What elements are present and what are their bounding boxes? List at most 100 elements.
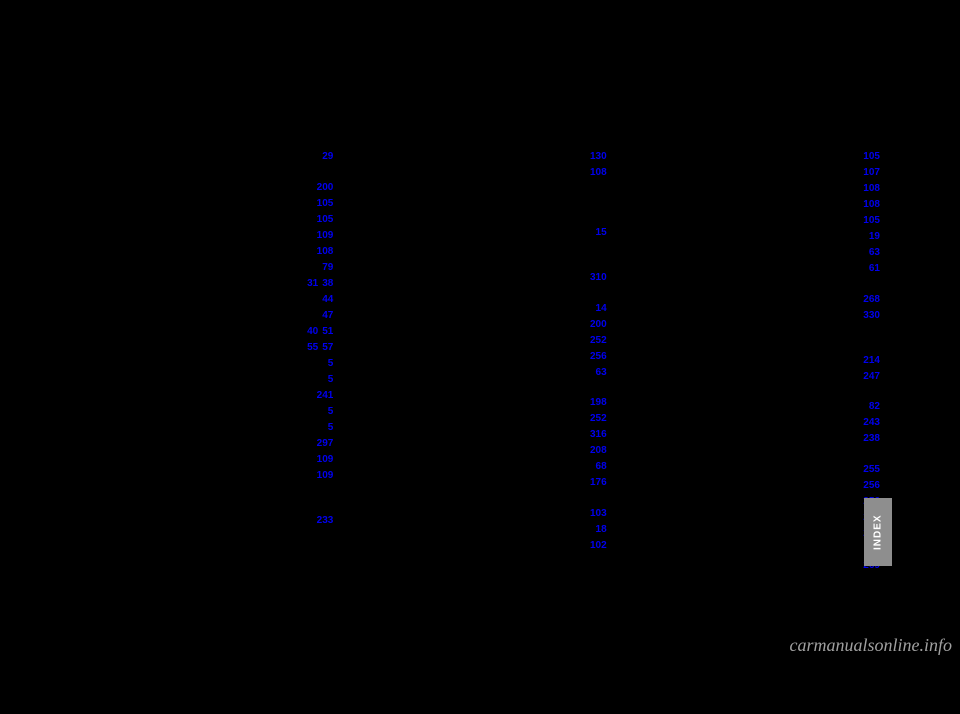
index-entry-pages: 198 [590,396,607,410]
page-link[interactable]: 15 [596,227,607,238]
page-link[interactable]: 105 [317,214,334,225]
index-entry: 208 [353,444,606,458]
index-entry: 14 [353,302,606,316]
index-entry: 55 57 [80,341,333,355]
page-link[interactable]: 63 [869,247,880,258]
page-link[interactable]: 198 [590,397,607,408]
page-link[interactable]: 19 [869,231,880,242]
index-entry-label [353,211,606,224]
index-entry: 47 [80,309,333,323]
index-entry: 108 [353,166,606,180]
page-link[interactable]: 14 [596,303,607,314]
page-link[interactable]: 252 [590,335,607,346]
page-link[interactable]: 79 [322,262,333,273]
page-link[interactable]: 256 [590,351,607,362]
page-link[interactable]: 247 [863,371,880,382]
page-link[interactable]: 200 [317,182,334,193]
index-entry: 63 [627,246,880,260]
index-entry: 256 [627,511,880,525]
index-entry-label [627,370,864,383]
index-entry: 63 [353,366,606,380]
index-entry-pages: 243 [863,416,880,430]
page-link[interactable]: 31 [307,277,318,291]
page-link[interactable]: 40 [307,325,318,339]
page-link[interactable]: 108 [590,167,607,178]
page-link[interactable]: 103 [590,508,607,519]
page-link[interactable]: 208 [590,445,607,456]
index-entry-label [353,366,595,379]
page-link[interactable]: 5 [328,358,334,369]
page-link[interactable]: 108 [863,199,880,210]
index-entry-label [353,396,590,409]
page-link[interactable]: 57 [322,341,333,355]
page-link[interactable]: 38 [322,277,333,291]
index-entry-label [80,357,328,370]
page-link[interactable]: 255 [863,464,880,475]
index-entry-label [353,412,590,425]
page-link[interactable]: 63 [596,367,607,378]
index-entry [627,448,880,461]
page-link[interactable]: 5 [328,406,334,417]
page-link[interactable]: 5 [328,422,334,433]
index-entry: 200 [353,318,606,332]
index-entry-label [80,213,317,226]
page-link[interactable]: 68 [596,461,607,472]
page-link[interactable]: 47 [322,310,333,321]
page-link[interactable]: 5 [328,374,334,385]
page-link[interactable]: 268 [863,294,880,305]
page-link[interactable]: 105 [863,151,880,162]
page-link[interactable]: 233 [317,515,334,526]
page-link[interactable]: 310 [590,272,607,283]
page-link[interactable]: 61 [869,263,880,274]
page-link[interactable]: 330 [863,310,880,321]
index-entry-label [353,302,595,315]
page-link[interactable]: 214 [863,355,880,366]
page-link[interactable]: 176 [590,477,607,488]
index-entry: 5 [80,405,333,419]
index-entry: 214 [627,354,880,368]
page-link[interactable]: 200 [590,319,607,330]
page-link[interactable]: 109 [317,230,334,241]
page-link[interactable]: 256 [863,480,880,491]
page-link[interactable]: 297 [317,438,334,449]
page-link[interactable]: 18 [596,524,607,535]
index-entry-label [80,373,328,386]
page-link[interactable]: 108 [317,246,334,257]
page-link[interactable]: 51 [322,325,333,339]
index-entry-pages: 55 57 [307,341,333,355]
page-link[interactable]: 55 [307,341,318,355]
page-link[interactable]: 105 [863,215,880,226]
page-link[interactable]: 82 [869,401,880,412]
index-entry: 5 [80,373,333,387]
index-entry-pages: 108 [317,245,334,259]
index-entry-pages: 268 [863,293,880,307]
index-entry: 5 [80,357,333,371]
page-link[interactable]: 107 [863,167,880,178]
page-link[interactable]: 105 [317,198,334,209]
index-entry: 31 38 [80,277,333,291]
index-entry: 268 [627,293,880,307]
page-link[interactable]: 243 [863,417,880,428]
page-link[interactable]: 29 [322,151,333,162]
index-column-3: 105 107 108 108 105 19 63 61 268 330 214… [627,150,880,573]
index-entry: 255 [627,463,880,477]
watermark-text: carmanualsonline.info [790,635,953,655]
page-link[interactable]: 316 [590,429,607,440]
page-link[interactable]: 108 [863,183,880,194]
page-link[interactable]: 238 [863,433,880,444]
page-link[interactable]: 241 [317,390,334,401]
page-link[interactable]: 44 [322,294,333,305]
page-link[interactable]: 109 [317,454,334,465]
index-entry [353,492,606,505]
index-entry-pages: 102 [590,539,607,553]
index-entry-label [80,499,333,512]
index-entry-label [627,432,864,445]
index-entry-label [627,448,880,461]
page-link[interactable]: 109 [317,470,334,481]
index-entry-pages: 109 [317,453,334,467]
page-link[interactable]: 252 [590,413,607,424]
index-entry-label [627,166,864,179]
page-link[interactable]: 102 [590,540,607,551]
index-entry: 18 [353,523,606,537]
page-link[interactable]: 130 [590,151,607,162]
